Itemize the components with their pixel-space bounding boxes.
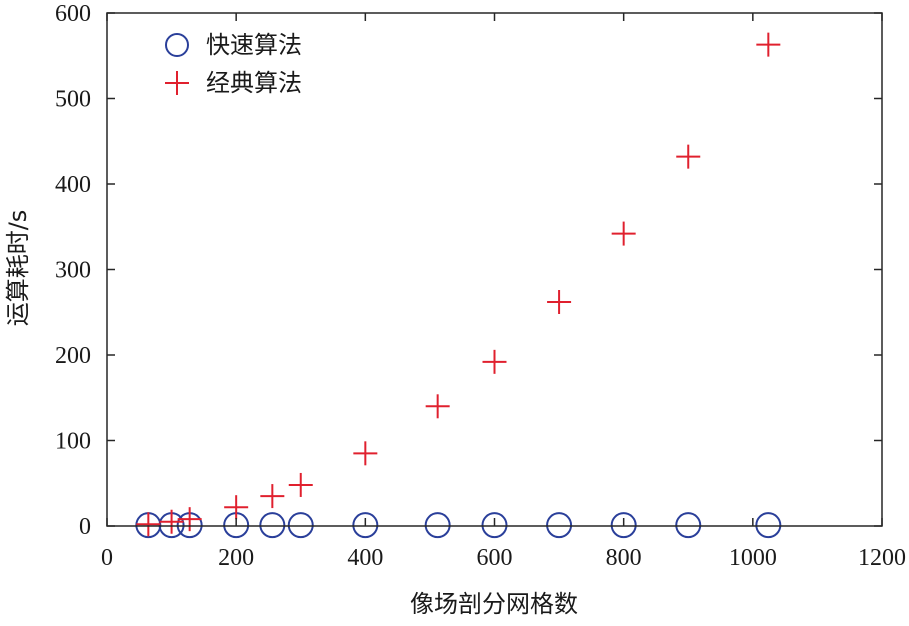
axes-layer: 0 200 400 600 800 1000 1200 0 100 200 300 400 500 600 xyxy=(55,1,906,571)
y-tick-label: 100 xyxy=(55,429,91,455)
y-tick-label: 500 xyxy=(55,87,91,113)
y-axis-title: 运算耗时/s xyxy=(4,210,32,327)
data-point-classic xyxy=(482,349,507,374)
data-point-classic xyxy=(353,441,378,466)
legend: 快速算法 经典算法 xyxy=(165,31,302,97)
data-point-classic xyxy=(756,32,781,57)
legend-marker-classic xyxy=(165,71,189,95)
x-tick-label: 600 xyxy=(477,545,513,571)
data-point-fast xyxy=(287,512,314,539)
data-point-fast xyxy=(481,512,508,539)
data-point-classic xyxy=(547,289,572,314)
x-tick-label: 800 xyxy=(606,545,642,571)
x-tick-label: 1200 xyxy=(858,545,906,571)
x-tick-label: 1000 xyxy=(729,545,777,571)
data-point-classic xyxy=(159,509,184,534)
data-point-fast xyxy=(546,512,573,539)
data-point-fast xyxy=(675,512,702,539)
data-point-fast xyxy=(259,512,286,539)
data-point-fast xyxy=(352,512,379,539)
data-point-classic xyxy=(676,144,701,169)
data-point-classic xyxy=(425,394,450,419)
x-tick-label: 400 xyxy=(347,545,383,571)
legend-label-fast: 快速算法 xyxy=(206,31,302,59)
y-tick-label: 400 xyxy=(55,172,91,198)
data-point-fast xyxy=(424,512,451,539)
y-tick-label: 200 xyxy=(55,343,91,369)
data-point-fast xyxy=(755,512,782,539)
data-point-classic xyxy=(611,221,636,246)
x-axis-title: 像场剖分网格数 xyxy=(410,590,578,618)
data-point-classic xyxy=(224,495,249,520)
data-point-classic xyxy=(177,507,202,532)
x-tick-label: 200 xyxy=(218,545,254,571)
marks-layer xyxy=(135,32,782,539)
data-point-classic xyxy=(260,484,285,509)
x-tick-label: 0 xyxy=(101,545,113,571)
data-point-classic xyxy=(288,472,313,497)
legend-marker-fast xyxy=(165,33,189,57)
y-tick-label: 600 xyxy=(55,1,91,27)
data-point-fast xyxy=(610,512,637,539)
y-tick-label: 0 xyxy=(79,514,91,540)
legend-label-classic: 经典算法 xyxy=(206,69,302,97)
data-point-classic xyxy=(136,512,161,537)
y-tick-label: 300 xyxy=(55,258,91,284)
